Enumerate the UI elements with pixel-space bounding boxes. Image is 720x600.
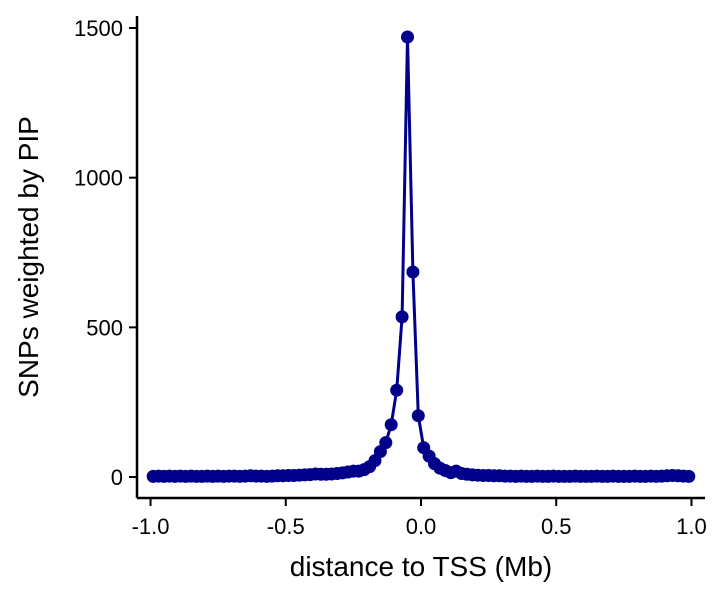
x-axis-ticks: -1.0 -0.5 0.0 0.5 1.0 bbox=[132, 498, 707, 539]
y-tick-label: 0 bbox=[111, 465, 123, 490]
data-point bbox=[411, 409, 425, 423]
x-tick-label: 0.0 bbox=[406, 514, 437, 539]
x-tick-label: 0.5 bbox=[541, 514, 572, 539]
data-point bbox=[390, 383, 404, 397]
data-point bbox=[395, 310, 409, 324]
data-point bbox=[682, 469, 696, 483]
series-layer bbox=[146, 30, 696, 483]
x-axis-title: distance to TSS (Mb) bbox=[290, 551, 552, 582]
x-tick-label: 1.0 bbox=[676, 514, 707, 539]
y-tick-label: 500 bbox=[86, 315, 123, 340]
x-tick-label: -0.5 bbox=[267, 514, 305, 539]
y-axis-title: SNPs weighted by PIP bbox=[13, 116, 44, 398]
y-tick-label: 1500 bbox=[74, 16, 123, 41]
data-point bbox=[379, 436, 393, 450]
y-tick-label: 1000 bbox=[74, 166, 123, 191]
x-tick-label: -1.0 bbox=[132, 514, 170, 539]
data-point bbox=[384, 418, 398, 432]
data-point bbox=[406, 265, 420, 279]
y-axis-ticks: 0 500 1000 1500 bbox=[74, 16, 137, 490]
data-point bbox=[401, 30, 414, 44]
